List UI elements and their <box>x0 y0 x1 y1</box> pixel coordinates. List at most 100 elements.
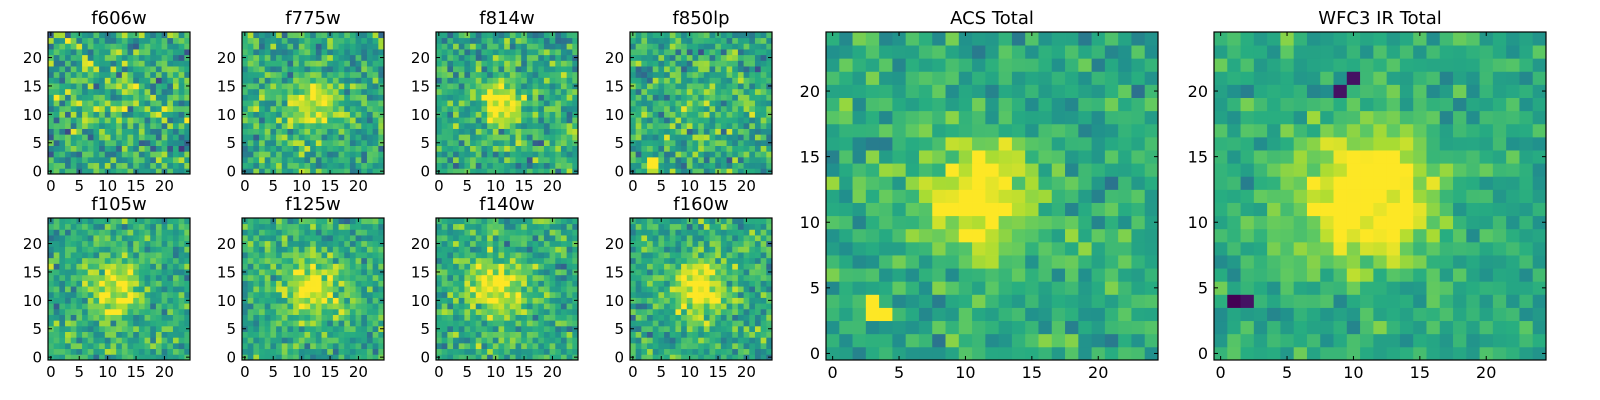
heatmap-cells <box>630 32 773 175</box>
heatmap-cell <box>327 342 334 350</box>
heatmap-cell <box>675 162 682 169</box>
heatmap-cell <box>242 134 249 141</box>
heatmap-cell <box>378 156 385 164</box>
heatmap-cell <box>276 337 283 344</box>
heatmap-cell <box>332 128 339 135</box>
heatmap-cell <box>338 252 345 259</box>
heatmap-cell <box>338 286 345 293</box>
heatmap-cell <box>82 320 89 327</box>
heatmap-cell <box>65 291 72 298</box>
heatmap-cell <box>361 342 368 350</box>
heatmap-cell <box>167 77 174 84</box>
heatmap-cell <box>155 43 162 50</box>
heatmap-cell <box>703 156 710 164</box>
heatmap-cell <box>178 168 185 175</box>
heatmap-cell <box>167 156 174 164</box>
heatmap-cell <box>458 252 465 259</box>
heatmap-cell <box>332 269 339 276</box>
heatmap-cell <box>509 303 516 310</box>
heatmap-cell <box>167 100 174 107</box>
heatmap-cell <box>726 111 733 118</box>
heatmap-cell <box>247 291 254 298</box>
heatmap-cell <box>133 240 140 247</box>
heatmap-cell <box>144 162 151 169</box>
heatmap-cell <box>749 145 756 152</box>
heatmap-cell <box>526 297 533 304</box>
heatmap-cell <box>287 122 294 129</box>
heatmap-cell <box>110 286 117 293</box>
heatmap-cell <box>458 105 465 112</box>
heatmap-cell <box>703 337 710 344</box>
heatmap-cell <box>436 151 443 158</box>
heatmap-cell <box>555 229 562 236</box>
heatmap-cell <box>698 348 705 355</box>
heatmap-cell <box>178 49 185 56</box>
heatmap-cell <box>281 325 288 332</box>
heatmap-cell <box>737 134 744 141</box>
heatmap-cell <box>737 145 744 152</box>
heatmap-cell <box>161 308 168 315</box>
heatmap-cell <box>566 235 573 242</box>
heatmap-cell <box>172 37 180 44</box>
heatmap-cell <box>144 49 151 56</box>
heatmap-cell <box>372 66 379 73</box>
heatmap-cell <box>487 257 494 264</box>
heatmap-cell <box>82 49 89 56</box>
heatmap-cell <box>270 337 277 344</box>
x-tick-label: 0 <box>46 177 56 195</box>
heatmap-cell <box>447 105 454 112</box>
heatmap-cell <box>572 257 579 264</box>
heatmap-cell <box>532 314 539 321</box>
heatmap-cell <box>658 297 665 304</box>
heatmap-cell <box>737 111 744 118</box>
heatmap-cell <box>766 342 773 350</box>
heatmap-cell <box>110 218 117 225</box>
heatmap-cell <box>172 337 180 344</box>
heatmap-cell <box>453 37 460 44</box>
heatmap-cell <box>754 83 762 90</box>
heatmap-cell <box>242 235 249 242</box>
heatmap-cell <box>321 83 328 90</box>
heatmap-cell <box>121 66 128 73</box>
heatmap-cell <box>715 291 722 298</box>
heatmap-cell <box>538 303 545 310</box>
heatmap-cell <box>264 162 271 169</box>
heatmap-cell <box>475 134 482 141</box>
heatmap-cell <box>464 77 471 84</box>
heatmap-cell <box>344 354 351 361</box>
heatmap-cell <box>253 83 260 90</box>
heatmap-cell <box>167 223 174 230</box>
heatmap-cell <box>686 49 693 56</box>
heatmap-cell <box>161 111 168 118</box>
heatmap-cell <box>509 223 516 230</box>
heatmap-cell <box>726 83 733 90</box>
panel-title: f775w <box>285 8 340 29</box>
heatmap-cell <box>59 348 66 355</box>
heatmap-cell <box>298 280 305 287</box>
heatmap-cell <box>48 60 55 67</box>
heatmap-cell <box>475 337 482 344</box>
heatmap-cell <box>453 257 460 264</box>
heatmap-cell <box>453 128 460 135</box>
heatmap-cell <box>253 94 260 101</box>
heatmap-cell <box>161 134 168 141</box>
heatmap-cell <box>281 71 288 78</box>
heatmap-cell <box>698 66 705 73</box>
heatmap-cell <box>349 325 356 332</box>
heatmap-cell <box>509 274 516 281</box>
heatmap-cell <box>737 314 744 321</box>
heatmap-cell <box>572 286 579 293</box>
heatmap-cell <box>65 71 72 78</box>
heatmap-cell <box>526 331 533 338</box>
heatmap-cell <box>766 37 773 44</box>
heatmap-cell <box>504 94 511 101</box>
heatmap-cell <box>167 274 174 281</box>
heatmap-cell <box>116 94 123 101</box>
heatmap-cell <box>498 60 505 67</box>
heatmap-cell <box>652 291 659 298</box>
heatmap-cell <box>647 269 654 276</box>
heatmap-cell <box>264 303 271 310</box>
heatmap-cell <box>259 168 266 175</box>
heatmap-cell <box>293 139 300 146</box>
heatmap-cell <box>732 320 739 327</box>
